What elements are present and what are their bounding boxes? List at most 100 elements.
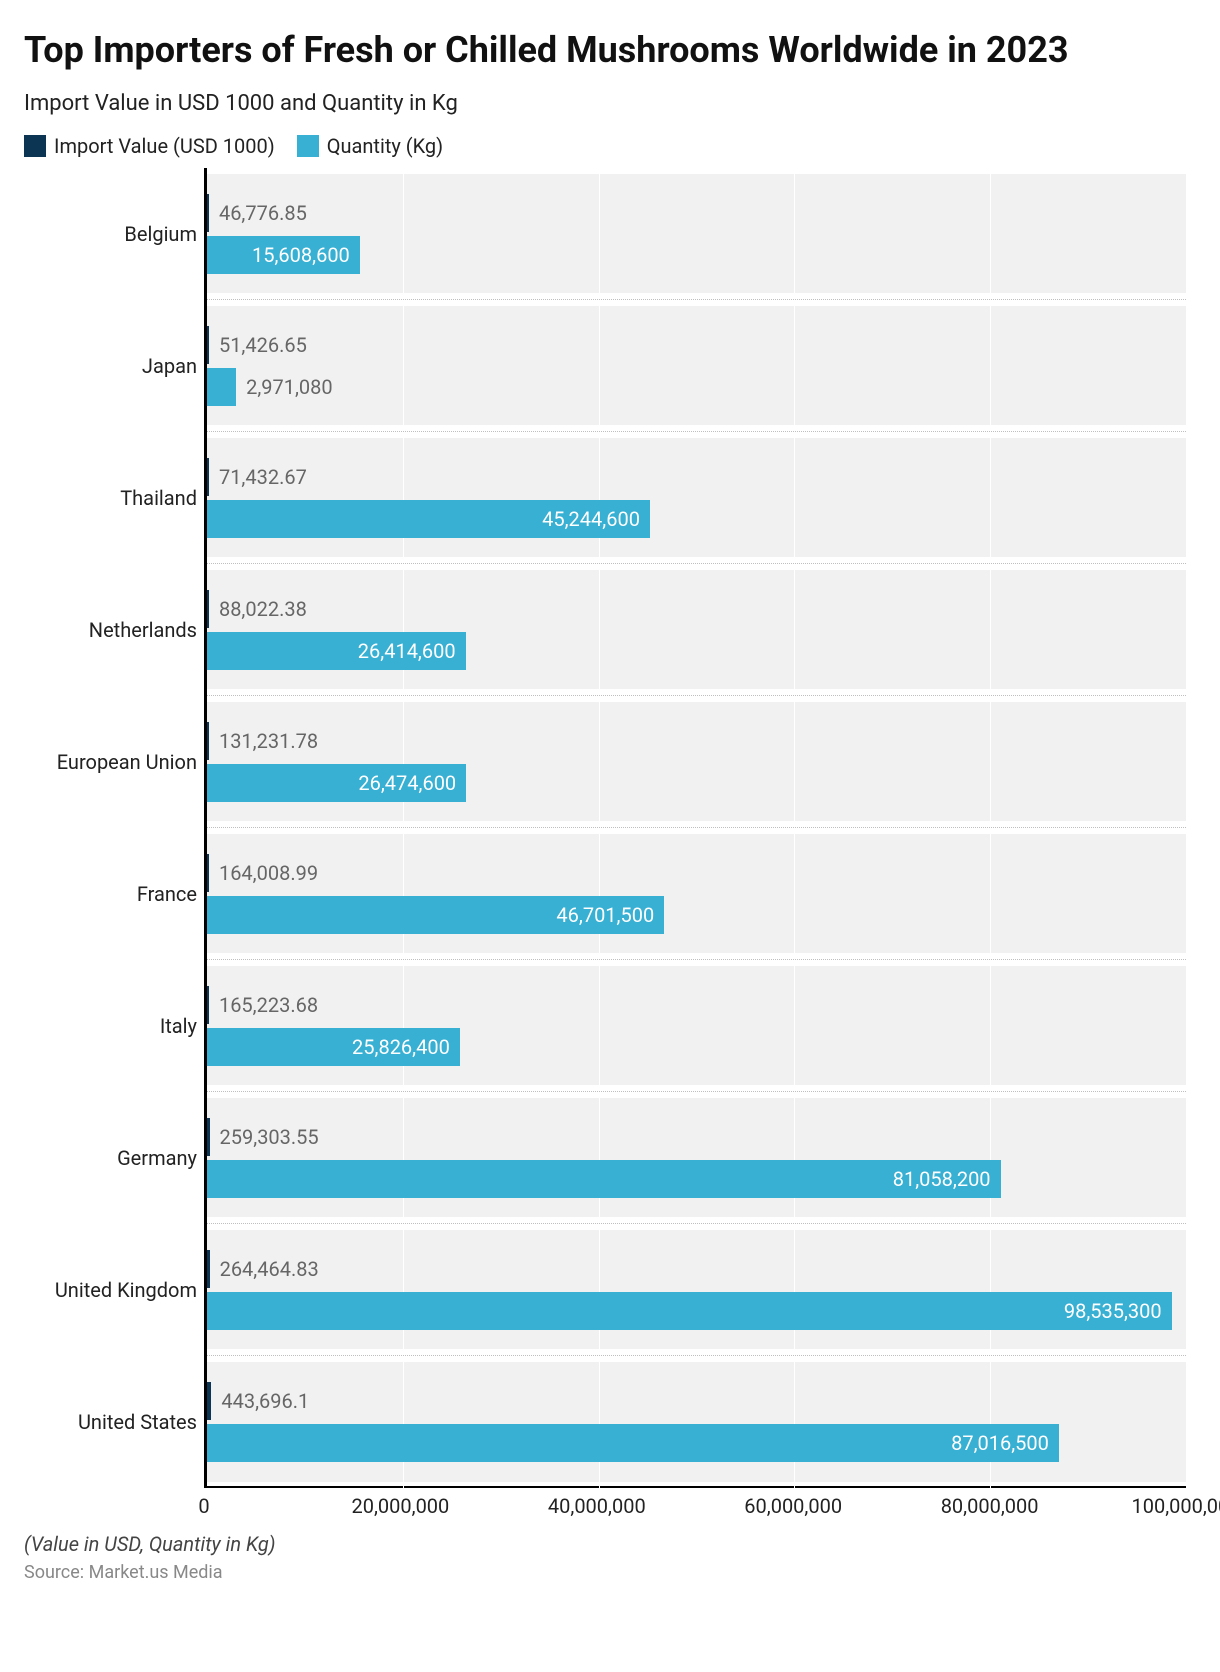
gridline	[599, 1224, 600, 1355]
gridline	[1186, 168, 1187, 299]
bar-label-import-value: 443,696.1	[221, 1389, 309, 1413]
bar-import-value: 71,432.67	[207, 458, 209, 496]
row-group: Belgium46,776.8515,608,600	[207, 168, 1186, 300]
stripe	[207, 834, 1186, 953]
stripe	[207, 306, 1186, 425]
category-label: Thailand	[27, 486, 197, 510]
gridline	[403, 1092, 404, 1223]
category-label: Italy	[27, 1014, 197, 1038]
plot-area: Belgium46,776.8515,608,600Japan51,426.65…	[204, 168, 1186, 1488]
gridline	[403, 1224, 404, 1355]
gridline	[599, 432, 600, 563]
row-group: Japan51,426.652,971,080	[207, 300, 1186, 432]
bar-label-import-value: 164,008.99	[219, 861, 318, 885]
source-attribution: Source: Market.us Media	[24, 1562, 1196, 1583]
bar-label-quantity: 15,608,600	[252, 243, 350, 267]
bar-label-quantity: 81,058,200	[893, 1167, 991, 1191]
gridline	[403, 828, 404, 959]
bar-label-quantity: 2,971,080	[246, 375, 333, 399]
gridline	[403, 432, 404, 563]
gridline	[990, 432, 991, 563]
gridline	[599, 564, 600, 695]
gridline	[1186, 960, 1187, 1091]
x-tick-label: 40,000,000	[548, 1494, 646, 1518]
gridline	[599, 696, 600, 827]
gridline	[1186, 1356, 1187, 1488]
gridline	[599, 168, 600, 299]
category-label: European Union	[27, 750, 197, 774]
bar-quantity: 98,535,300	[207, 1292, 1172, 1330]
gridline	[599, 1092, 600, 1223]
x-tick-label: 20,000,000	[351, 1494, 449, 1518]
x-tick-label: 80,000,000	[941, 1494, 1039, 1518]
legend-label-quantity: Quantity (Kg)	[327, 134, 443, 158]
bar-import-value: 51,426.65	[207, 326, 209, 364]
bar-label-import-value: 131,231.78	[219, 729, 318, 753]
bar-label-import-value: 88,022.38	[219, 597, 307, 621]
bar-label-quantity: 98,535,300	[1064, 1299, 1162, 1323]
x-tick-label: 100,000,000	[1131, 1494, 1220, 1518]
bar-import-value: 88,022.38	[207, 590, 209, 628]
bar-label-import-value: 46,776.85	[219, 201, 307, 225]
gridline	[990, 168, 991, 299]
gridline	[403, 960, 404, 1091]
category-label: United States	[27, 1410, 197, 1434]
x-tick-label: 0	[198, 1494, 209, 1518]
gridline	[403, 300, 404, 431]
row-group: Germany259,303.5581,058,200	[207, 1092, 1186, 1224]
bar-quantity: 81,058,200	[207, 1160, 1001, 1198]
category-label: Germany	[27, 1146, 197, 1170]
stripe	[207, 966, 1186, 1085]
gridline	[599, 960, 600, 1091]
bar-label-quantity: 25,826,400	[352, 1035, 450, 1059]
gridline	[794, 168, 795, 299]
bar-import-value: 443,696.1	[207, 1382, 211, 1420]
bar-label-quantity: 26,474,600	[358, 771, 456, 795]
legend-item-import-value: Import Value (USD 1000)	[24, 134, 275, 158]
legend-swatch-quantity	[297, 135, 319, 157]
gridline	[990, 1092, 991, 1223]
gridline	[403, 168, 404, 299]
gridline	[990, 1224, 991, 1355]
bar-quantity: 87,016,500	[207, 1424, 1059, 1462]
category-label: Japan	[27, 354, 197, 378]
footnote: (Value in USD, Quantity in Kg)	[24, 1532, 1196, 1556]
row-group: France164,008.9946,701,500	[207, 828, 1186, 960]
gridline	[794, 1356, 795, 1488]
gridline	[403, 696, 404, 827]
row-group: Netherlands88,022.3826,414,600	[207, 564, 1186, 696]
gridline	[794, 960, 795, 1091]
chart: Belgium 46,776.85 15,608,600 Japan 51,426.65…	[24, 168, 1196, 1488]
bar-label-import-value: 51,426.65	[219, 333, 307, 357]
gridline	[794, 1224, 795, 1355]
gridline	[990, 828, 991, 959]
category-label: Belgium	[27, 222, 197, 246]
chart-title: Top Importers of Fresh or Chilled Mushro…	[24, 28, 1196, 73]
gridline	[990, 564, 991, 695]
row-group: Thailand71,432.6745,244,600	[207, 432, 1186, 564]
stripe	[207, 1362, 1186, 1482]
bar-import-value: 165,223.68	[207, 986, 209, 1024]
bar-quantity: 2,971,080	[207, 368, 236, 406]
bar-quantity: 26,414,600	[207, 632, 466, 670]
bar-label-quantity: 26,414,600	[358, 639, 456, 663]
gridline	[403, 564, 404, 695]
stripe	[207, 174, 1186, 293]
bar-quantity: 26,474,600	[207, 764, 466, 802]
gridline	[1186, 1092, 1187, 1223]
stripe	[207, 1098, 1186, 1217]
x-tick-label: 60,000,000	[744, 1494, 842, 1518]
bar-label-import-value: 264,464.83	[220, 1257, 319, 1281]
bar-label-quantity: 46,701,500	[556, 903, 654, 927]
gridline	[599, 1356, 600, 1488]
legend-item-quantity: Quantity (Kg)	[297, 134, 443, 158]
gridline	[1186, 696, 1187, 827]
bar-import-value: 259,303.55	[207, 1118, 210, 1156]
category-label: France	[27, 882, 197, 906]
gridline	[990, 960, 991, 1091]
stripe	[207, 438, 1186, 557]
bar-label-import-value: 165,223.68	[219, 993, 318, 1017]
bar-quantity: 46,701,500	[207, 896, 664, 934]
gridline	[794, 300, 795, 431]
gridline	[1186, 300, 1187, 431]
